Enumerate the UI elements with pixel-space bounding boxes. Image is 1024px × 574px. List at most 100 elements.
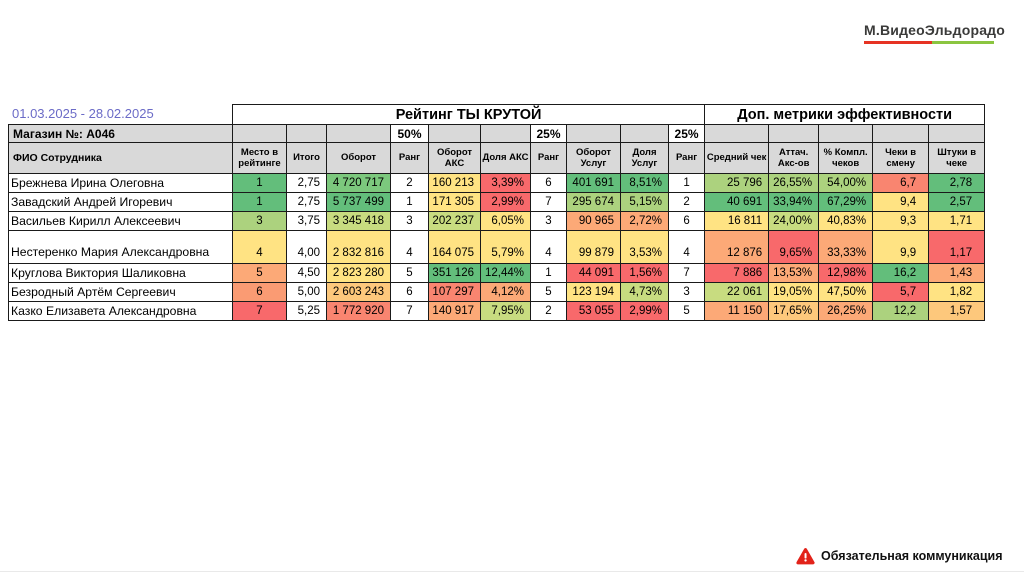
- cell-acs-share: 12,44%: [480, 263, 531, 283]
- cell-place: 1: [232, 173, 287, 193]
- cell-acs-turnover: 351 126: [428, 263, 481, 283]
- cell-acs-rank: 3: [530, 211, 567, 231]
- employee-name: Безродный Артём Сергеевич: [8, 282, 233, 302]
- cell-checks-per-shift: 12,2: [872, 301, 930, 321]
- cell-turnover-rank: 5: [390, 263, 429, 283]
- cell-total: 5,25: [286, 301, 327, 321]
- cell-place: 6: [232, 282, 287, 302]
- cell-attach-rate: 24,00%: [768, 211, 820, 231]
- cell-items-per-check: 1,82: [928, 282, 986, 302]
- cell-acs-turnover: 171 305: [428, 192, 481, 212]
- cell-checks-per-shift: 16,2: [872, 263, 930, 283]
- cell-avg-check: 22 061: [704, 282, 770, 302]
- store-number: Магазин №: A046: [8, 124, 233, 143]
- title-row-empty-cell: [9, 105, 233, 125]
- cell-total: 3,75: [286, 211, 327, 231]
- cell-turnover-rank: 2: [390, 173, 429, 193]
- cell-avg-check: 11 150: [704, 301, 770, 321]
- cell-services-turnover: 401 691: [566, 173, 621, 193]
- table-row: Нестеренко Мария Александровна 4 4,00 2 832…: [8, 230, 986, 264]
- cell-turnover: 4 720 717: [326, 173, 391, 193]
- cell-turnover-rank: 4: [390, 230, 429, 264]
- cell-acs-share: 4,12%: [480, 282, 531, 302]
- cell-items-per-check: 1,43: [928, 263, 986, 283]
- cell-attach-rate: 19,05%: [768, 282, 820, 302]
- col-header-checks-per-shift: Чеки в смену: [872, 142, 930, 174]
- column-headers-row: ФИО Сотрудника Место в рейтинге Итого Об…: [8, 142, 986, 174]
- cell-attach-rate: 17,65%: [768, 301, 820, 321]
- cell-turnover: 3 345 418: [326, 211, 391, 231]
- cell-services-turnover: 90 965: [566, 211, 621, 231]
- cell-acs-share: 5,79%: [480, 230, 531, 264]
- col-header-items-per-check: Штуки в чеке: [928, 142, 986, 174]
- cell-turnover-rank: 3: [390, 211, 429, 231]
- cell-checks-per-shift: 9,4: [872, 192, 930, 212]
- table-row: Безродный Артём Сергеевич 6 5,00 2 603 243 6…: [8, 282, 986, 302]
- cell-services-rank: 6: [667, 211, 706, 231]
- col-header-turnover-rank: Ранг: [390, 142, 429, 174]
- cell-items-per-check: 1,57: [928, 301, 986, 321]
- cell-services-rank: 4: [667, 230, 706, 264]
- mandatory-communication-note: Обязательная коммуникация: [796, 546, 1003, 566]
- store-row-cell: [704, 124, 770, 143]
- store-row-cell: [286, 124, 327, 143]
- cell-acs-share: 2,99%: [480, 192, 531, 212]
- cell-attach-rate: 9,65%: [768, 230, 820, 264]
- brand-logo-underline: [864, 41, 994, 44]
- cell-services-turnover: 53 055: [566, 301, 621, 321]
- store-row-cell: [818, 124, 874, 143]
- cell-place: 1: [232, 192, 287, 212]
- employee-name: Нестеренко Мария Александровна: [8, 230, 233, 264]
- cell-complex-checks: 26,25%: [818, 301, 874, 321]
- cell-services-rank: 5: [667, 301, 706, 321]
- cell-turnover: 1 772 920: [326, 301, 391, 321]
- store-row-cell: [768, 124, 820, 143]
- cell-items-per-check: 2,57: [928, 192, 986, 212]
- cell-attach-rate: 13,53%: [768, 263, 820, 283]
- col-header-place: Место в рейтинге: [232, 142, 287, 174]
- cell-acs-rank: 1: [530, 263, 567, 283]
- table-row: Казко Елизавета Александровна 7 5,25 1 772 …: [8, 301, 986, 321]
- store-row-cell: [428, 124, 481, 143]
- warning-icon: [796, 547, 815, 565]
- col-header-turnover: Оборот: [326, 142, 391, 174]
- cell-complex-checks: 67,29%: [818, 192, 874, 212]
- cell-checks-per-shift: 9,9: [872, 230, 930, 264]
- weight-acs: 25%: [530, 124, 567, 143]
- store-row-cell: [566, 124, 621, 143]
- cell-turnover: 2 832 816: [326, 230, 391, 264]
- cell-checks-per-shift: 9,3: [872, 211, 930, 231]
- employee-name: Круглова Виктория Шаликовна: [8, 263, 233, 283]
- col-header-fio: ФИО Сотрудника: [8, 142, 233, 174]
- cell-items-per-check: 1,17: [928, 230, 986, 264]
- col-header-acs-turnover: Оборот АКС: [428, 142, 481, 174]
- rating-table: Рейтинг ТЫ КРУТОЙ Доп. метрики эффективн…: [8, 104, 986, 321]
- cell-acs-rank: 6: [530, 173, 567, 193]
- cell-services-share: 2,72%: [620, 211, 669, 231]
- cell-turnover-rank: 1: [390, 192, 429, 212]
- cell-place: 3: [232, 211, 287, 231]
- cell-acs-turnover: 164 075: [428, 230, 481, 264]
- metrics-section-title: Доп. метрики эффективности: [704, 104, 986, 125]
- weight-services: 25%: [667, 124, 706, 143]
- cell-complex-checks: 54,00%: [818, 173, 874, 193]
- col-header-avg-check: Средний чек: [704, 142, 770, 174]
- cell-total: 4,00: [286, 230, 327, 264]
- cell-acs-share: 7,95%: [480, 301, 531, 321]
- cell-attach-rate: 26,55%: [768, 173, 820, 193]
- cell-turnover: 5 737 499: [326, 192, 391, 212]
- cell-acs-rank: 2: [530, 301, 567, 321]
- cell-items-per-check: 1,71: [928, 211, 986, 231]
- cell-services-rank: 3: [667, 282, 706, 302]
- col-header-attach-rate: Аттач. Акс-ов: [768, 142, 820, 174]
- col-header-total: Итого: [286, 142, 327, 174]
- col-header-services-share: Доля Услуг: [620, 142, 669, 174]
- cell-total: 2,75: [286, 192, 327, 212]
- store-row-cell: [872, 124, 930, 143]
- table-row: Завадский Андрей Игоревич 1 2,75 5 737 499 1…: [8, 192, 986, 212]
- mandatory-communication-label: Обязательная коммуникация: [821, 549, 1003, 563]
- store-row-cell: [928, 124, 986, 143]
- cell-acs-rank: 5: [530, 282, 567, 302]
- section-titles-row: Рейтинг ТЫ КРУТОЙ Доп. метрики эффективн…: [9, 104, 986, 125]
- cell-services-share: 3,53%: [620, 230, 669, 264]
